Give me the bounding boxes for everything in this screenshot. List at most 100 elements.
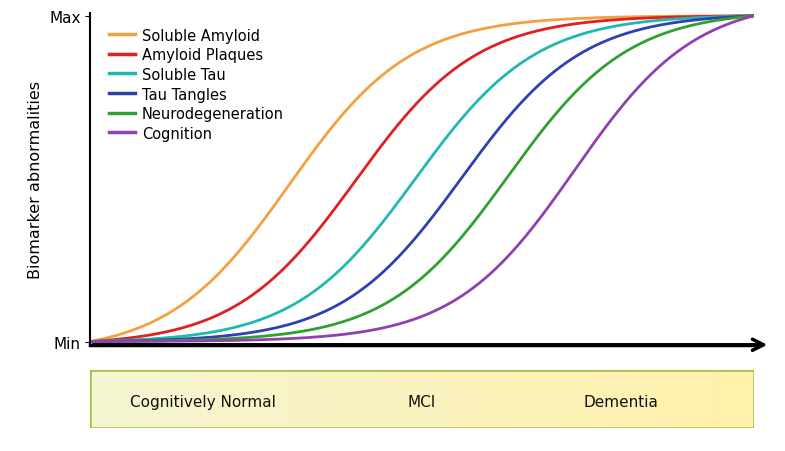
Bar (739, 370, 740, 428)
Bar (561, 370, 563, 428)
Bar (475, 370, 476, 428)
Cognition (528, 225, 538, 230)
Bar (644, 370, 646, 428)
Bar (631, 370, 633, 428)
Bar (374, 370, 375, 428)
Bar (568, 370, 570, 428)
Bar (414, 370, 415, 428)
Tau Tangles (256, 328, 265, 334)
Bar (196, 370, 198, 428)
Bar (655, 370, 657, 428)
Soluble Amyloid (86, 339, 95, 345)
Bar (403, 370, 405, 428)
Bar (342, 370, 344, 428)
Tau Tangles (385, 263, 395, 268)
Bar (241, 370, 243, 428)
Bar (448, 370, 450, 428)
Bar (427, 370, 429, 428)
Bar (563, 370, 564, 428)
Bar (272, 370, 274, 428)
Bar (710, 370, 712, 428)
Bar (513, 370, 515, 428)
Bar (344, 370, 345, 428)
Bar (634, 370, 636, 428)
Bar (548, 370, 550, 428)
Neurodegeneration (749, 14, 758, 19)
Bar (259, 370, 261, 428)
Bar (305, 370, 306, 428)
Tau Tangles (528, 88, 538, 94)
Bar (192, 370, 193, 428)
Bar (450, 370, 452, 428)
Bar (442, 370, 444, 428)
Bar (490, 370, 491, 428)
Bar (377, 370, 379, 428)
Bar (455, 370, 457, 428)
Bar (502, 370, 503, 428)
Bar (141, 370, 144, 428)
Cognition (203, 338, 213, 344)
Bar (411, 370, 412, 428)
Bar (538, 370, 539, 428)
Bar (570, 370, 571, 428)
Bar (338, 370, 339, 428)
Bar (663, 370, 664, 428)
Bar (740, 370, 742, 428)
Bar (399, 370, 400, 428)
Bar (226, 370, 228, 428)
Cognition (476, 279, 486, 285)
Bar (180, 370, 181, 428)
Bar (743, 370, 745, 428)
Bar (327, 370, 329, 428)
Soluble Tau (749, 14, 758, 19)
Bar (717, 370, 719, 428)
Bar (293, 370, 294, 428)
Bar (667, 370, 669, 428)
Bar (114, 370, 115, 428)
Bar (387, 370, 389, 428)
Bar (750, 370, 752, 428)
Bar (712, 370, 714, 428)
Bar (253, 370, 254, 428)
Bar (576, 370, 578, 428)
Bar (257, 370, 259, 428)
Bar (612, 370, 615, 428)
Amyloid Plaques (203, 317, 213, 322)
Bar (444, 370, 445, 428)
Bar (228, 370, 229, 428)
Bar (356, 370, 357, 428)
Text: MCI: MCI (408, 395, 436, 410)
Line: Cognition: Cognition (90, 17, 754, 342)
Bar (603, 370, 604, 428)
Bar (366, 370, 367, 428)
Bar (495, 370, 497, 428)
Bar (126, 370, 129, 428)
Bar (512, 370, 513, 428)
Bar (202, 370, 203, 428)
Bar (115, 370, 117, 428)
Bar (651, 370, 652, 428)
Bar (347, 370, 349, 428)
Cognition (86, 339, 95, 345)
Bar (619, 370, 621, 428)
Bar (728, 370, 730, 428)
Bar (615, 370, 616, 428)
Bar (379, 370, 381, 428)
Bar (278, 370, 279, 428)
Bar (329, 370, 330, 428)
Bar (679, 370, 681, 428)
Bar (339, 370, 341, 428)
Soluble Tau (86, 339, 95, 345)
Bar (706, 370, 707, 428)
Soluble Amyloid (528, 20, 538, 25)
Bar (425, 370, 427, 428)
Tau Tangles (86, 339, 95, 345)
Bar (312, 370, 314, 428)
Bar (205, 370, 206, 428)
Bar (122, 370, 123, 428)
Bar (163, 370, 165, 428)
Bar (480, 370, 482, 428)
Bar (747, 370, 749, 428)
Bar (641, 370, 642, 428)
Bar (487, 370, 488, 428)
